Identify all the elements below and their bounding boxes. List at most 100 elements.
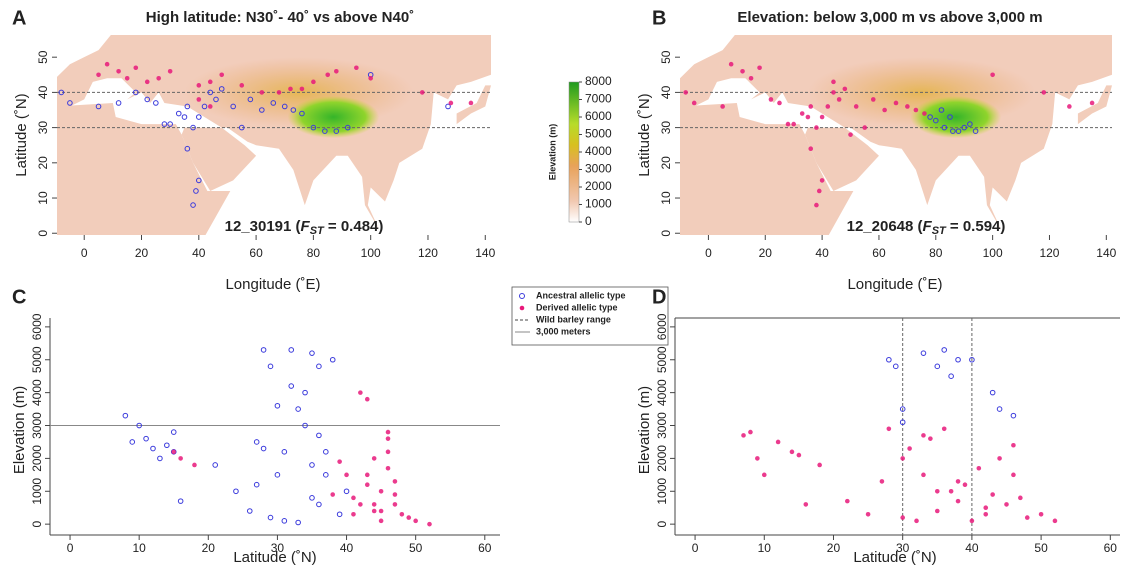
point: [184, 103, 191, 110]
point: [927, 114, 933, 120]
point: [246, 508, 253, 514]
point: [831, 90, 836, 95]
land: [181, 127, 257, 191]
point: [177, 498, 184, 504]
point: [238, 124, 245, 131]
point: [921, 472, 926, 478]
point: [288, 383, 295, 389]
point: [193, 188, 199, 194]
colorbar-tick-label: 5000: [585, 127, 612, 141]
point: [219, 72, 225, 78]
point: [309, 495, 315, 501]
point: [129, 439, 136, 445]
point: [941, 124, 948, 131]
point: [955, 128, 962, 134]
x-tick-label: 60: [872, 246, 886, 260]
point: [921, 433, 926, 438]
y-tick-label: 20: [659, 156, 673, 170]
point: [351, 511, 356, 517]
legend-label: Ancestral allelic type: [536, 290, 626, 300]
point: [299, 110, 305, 117]
point: [310, 124, 317, 131]
point: [1010, 412, 1017, 419]
annotation: 12_30191 (FST = 0.484): [225, 218, 384, 237]
colorbar-tick-label: 7000: [585, 92, 612, 106]
point: [900, 515, 905, 520]
x-tick-label: 10: [132, 541, 146, 555]
point: [133, 65, 139, 71]
y-tick-label: 5000: [30, 346, 44, 373]
point: [351, 495, 356, 501]
point: [104, 61, 110, 67]
point: [230, 103, 236, 110]
point: [938, 107, 945, 113]
point: [808, 146, 814, 152]
point: [316, 363, 322, 370]
point: [1011, 442, 1016, 448]
point: [295, 406, 301, 412]
point: [385, 465, 391, 471]
point: [955, 498, 961, 504]
x-axis-label: Longitude (˚E): [847, 276, 942, 293]
y-tick-label: 4000: [655, 379, 669, 406]
x-tick-label: 20: [202, 541, 216, 555]
point: [427, 521, 432, 527]
point: [153, 100, 159, 106]
point: [796, 452, 802, 458]
point: [196, 83, 202, 88]
point: [364, 396, 370, 402]
point: [322, 128, 328, 134]
point: [354, 65, 359, 71]
point: [178, 456, 183, 461]
y-tick-label: 0: [30, 520, 44, 527]
basemap: [57, 35, 491, 235]
colorbar-tick-label: 1000: [585, 197, 612, 211]
colorbar-tick-label: 4000: [585, 144, 612, 158]
point: [181, 114, 188, 120]
point: [905, 104, 910, 109]
point: [748, 76, 754, 81]
point: [260, 445, 267, 452]
point: [175, 110, 182, 117]
land: [1077, 85, 1112, 125]
plateau: [910, 95, 1002, 139]
point: [961, 124, 968, 131]
point: [468, 100, 474, 106]
point: [157, 455, 163, 462]
point: [358, 390, 363, 395]
point: [928, 436, 933, 441]
point: [816, 188, 822, 194]
point: [144, 96, 151, 103]
annotation-stat: F: [301, 218, 311, 235]
point: [740, 68, 745, 74]
x-tick-label: 40: [965, 541, 979, 555]
point: [791, 121, 796, 127]
point: [378, 518, 384, 524]
point: [406, 515, 412, 520]
point: [316, 432, 322, 439]
point: [207, 79, 213, 85]
point: [288, 86, 293, 92]
point: [274, 472, 281, 478]
point: [886, 426, 892, 432]
point: [962, 482, 968, 487]
point: [865, 511, 871, 517]
point: [371, 502, 377, 507]
point: [196, 97, 202, 102]
point: [302, 422, 308, 429]
land: [805, 127, 879, 191]
point: [1041, 90, 1047, 95]
point: [819, 178, 825, 183]
point: [882, 107, 887, 113]
point: [136, 422, 142, 429]
point: [941, 426, 947, 432]
x-tick-label: 20: [135, 246, 149, 260]
x-tick-label: 80: [307, 246, 321, 260]
point: [899, 406, 906, 412]
plateau: [287, 95, 380, 139]
point: [969, 518, 975, 524]
point: [385, 449, 391, 455]
point: [276, 90, 282, 95]
annotation-text: = 0.594): [946, 218, 1006, 235]
point: [683, 90, 688, 95]
